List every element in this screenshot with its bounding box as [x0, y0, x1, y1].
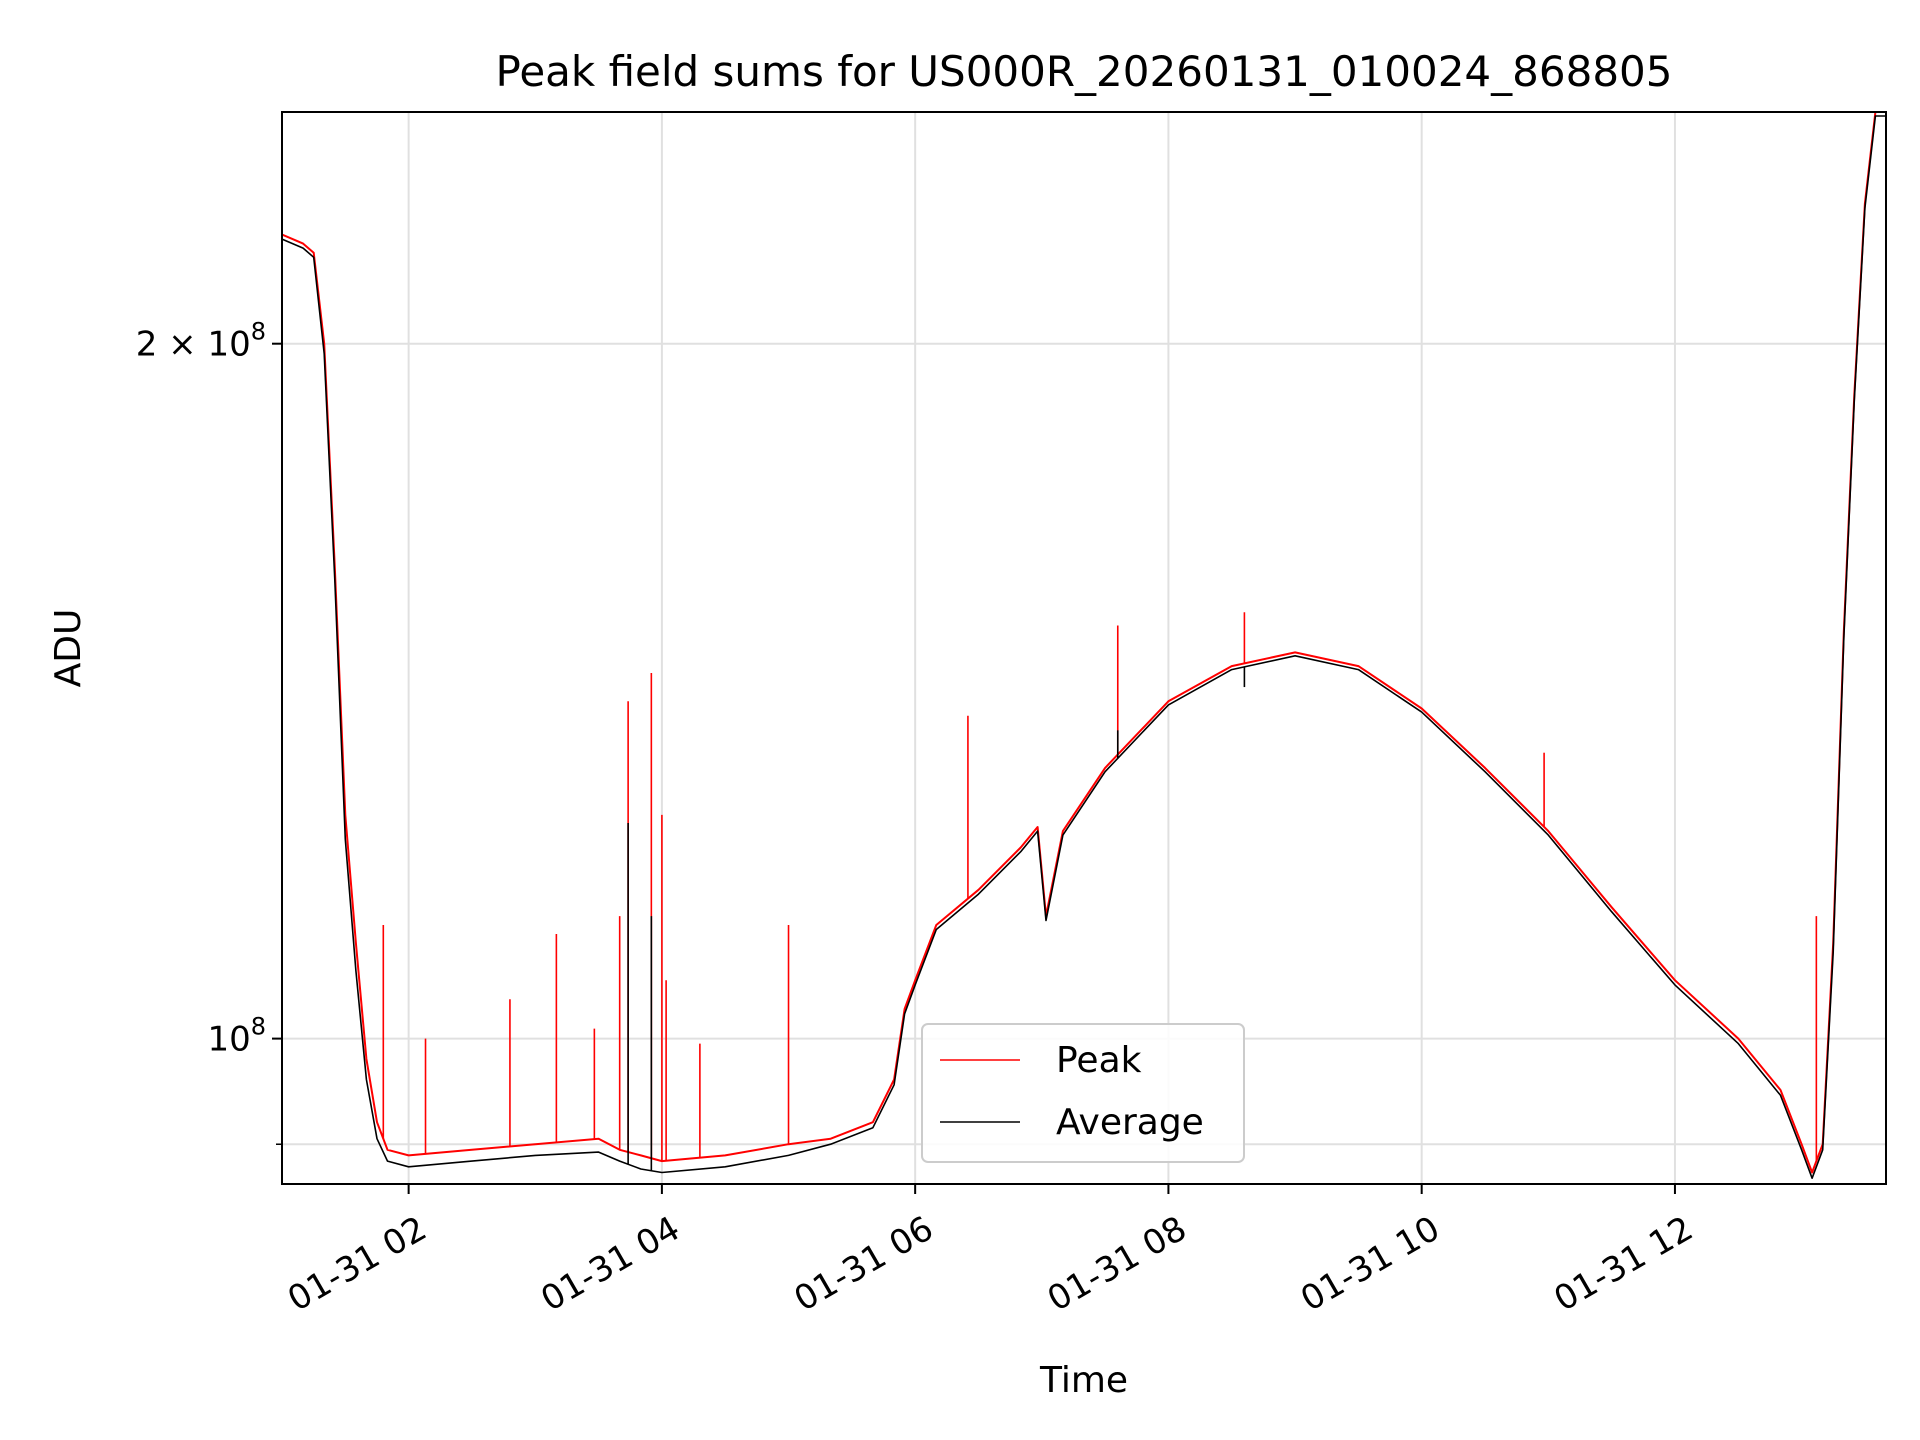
- legend-label-average: Average: [1056, 1102, 1204, 1143]
- chart-title: Peak field sums for US000R_20260131_0100…: [496, 47, 1673, 96]
- legend-box: [921, 1023, 1245, 1163]
- plot-series: [282, 112, 1886, 1179]
- legend-label-peak: Peak: [1056, 1040, 1142, 1081]
- x-axis-label: Time: [1039, 1360, 1128, 1401]
- legend: Peak Average: [921, 1023, 1245, 1163]
- series-line-peak: [282, 112, 1886, 1174]
- plot-frame: [281, 111, 1887, 1185]
- y-tick-label: 108: [207, 1013, 266, 1060]
- y-axis-label: ADU: [48, 609, 89, 688]
- y-tick-label: 2 × 108: [136, 318, 266, 365]
- series-line-average: [282, 115, 1886, 1179]
